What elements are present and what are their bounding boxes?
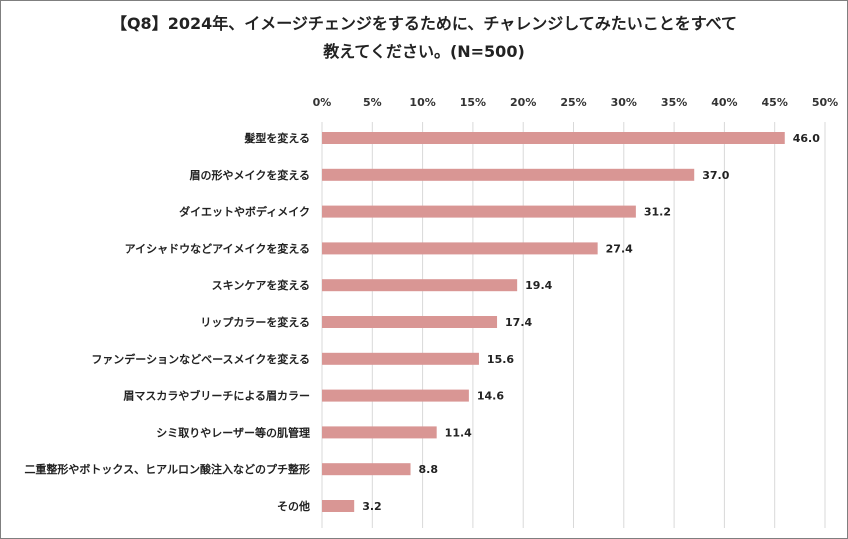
x-tick-label: 40% [711,96,737,109]
bar [322,463,411,476]
category-label: リップカラーを変える [200,315,310,329]
category-label: 髪型を変える [243,131,310,145]
x-tick-label: 5% [363,96,382,109]
category-label: アイシャドウなどアイメイクを変える [125,241,310,255]
category-label: 眉の形やメイクを変える [190,168,310,182]
data-label: 3.2 [362,500,382,513]
bar [322,168,695,181]
chart-title-line-1: 【Q8】2024年、イメージチェンジをするために、チャレンジしてみたいことをすべ… [110,14,738,33]
bar [322,205,636,218]
category-label: その他 [277,499,310,513]
bar [322,352,479,365]
bar [322,242,598,255]
category-label: シミ取りやレーザー等の肌管理 [156,425,310,439]
x-tick-label: 30% [611,96,637,109]
bar [322,316,498,328]
category-label: ダイエットやボディメイク [179,205,310,219]
bar [322,500,355,512]
data-label: 14.6 [477,390,504,403]
data-label: 8.8 [419,463,439,476]
x-tick-label: 0% [313,96,332,109]
data-label: 17.4 [505,316,532,329]
bar [322,389,469,402]
x-tick-label: 10% [409,96,435,109]
category-label: 二重整形やボトックス、ヒアルロン酸注入などのプチ整形 [24,462,310,476]
x-tick-label: 20% [510,96,536,109]
chart-title-line-2: 教えてください。(N=500) [323,42,525,61]
category-label: 眉マスカラやブリーチによる眉カラー [123,389,310,403]
bar [322,426,437,439]
x-tick-label: 25% [560,96,586,109]
data-label: 19.4 [525,279,552,292]
x-tick-label: 15% [460,96,486,109]
data-label: 31.2 [644,206,671,219]
data-label: 15.6 [487,353,514,366]
category-label: スキンケアを変える [212,278,310,292]
data-label: 37.0 [702,169,729,182]
data-label: 46.0 [793,132,820,145]
x-tick-label: 50% [812,96,838,109]
x-tick-label: 45% [762,96,788,109]
bar [322,279,518,292]
category-label: ファンデーションなどベースメイクを変える [91,352,310,366]
data-label: 11.4 [445,426,472,439]
x-tick-label: 35% [661,96,687,109]
bar [322,132,785,144]
data-label: 27.4 [606,242,633,255]
